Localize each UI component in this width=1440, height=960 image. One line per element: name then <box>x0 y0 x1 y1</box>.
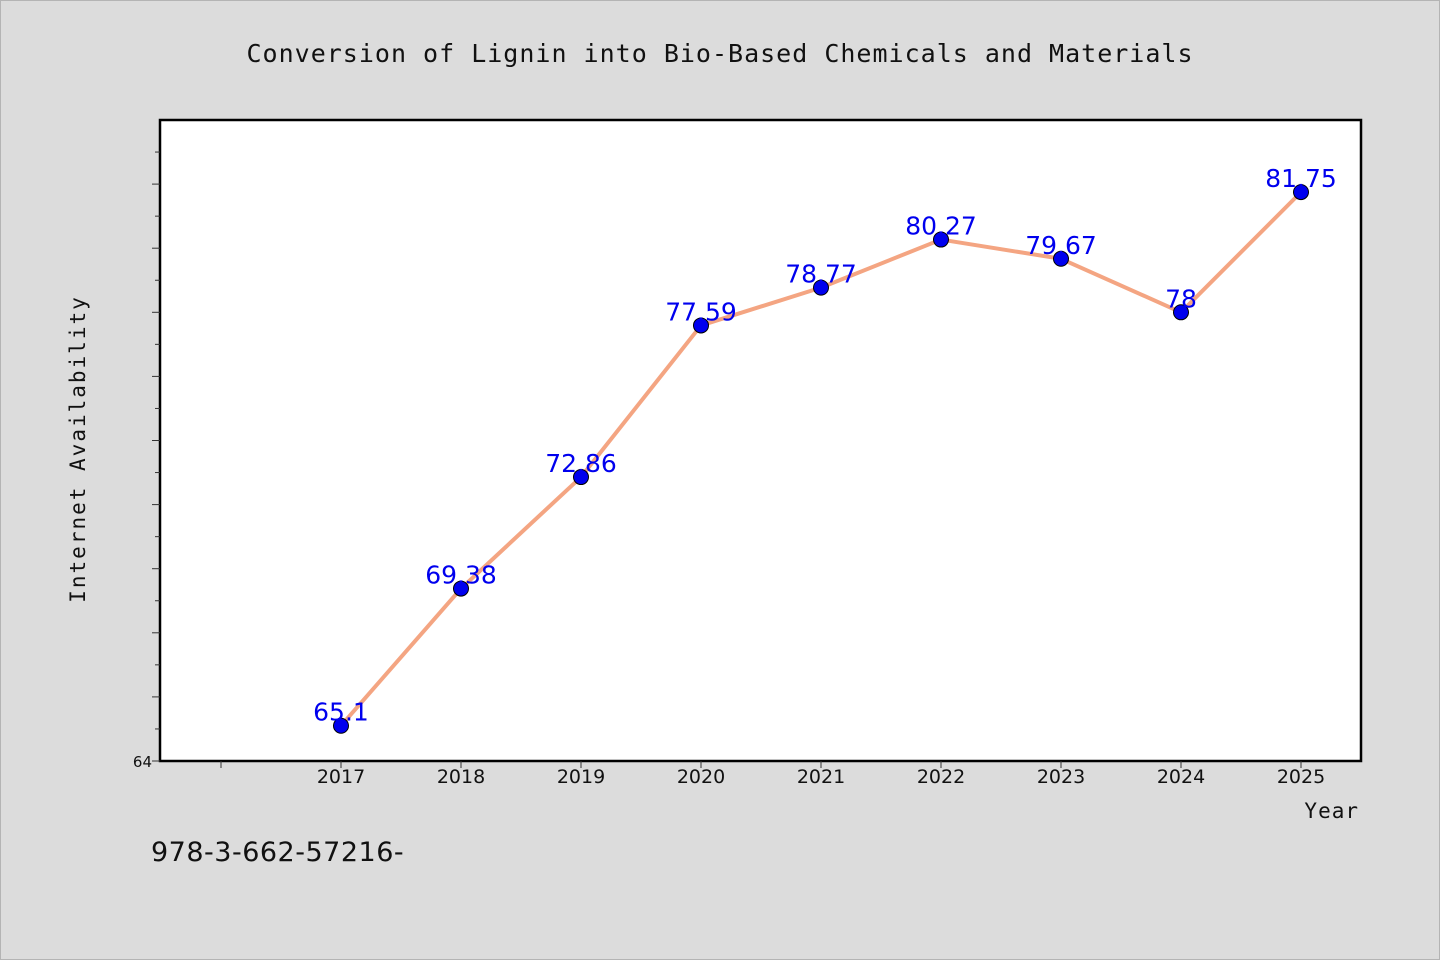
x-tick-label: 2017 <box>317 766 365 788</box>
data-label: 77.59 <box>665 297 737 326</box>
data-point <box>813 279 829 296</box>
plot-area <box>158 118 1363 763</box>
data-label: 81.75 <box>1265 164 1337 193</box>
x-tick-label: 2020 <box>677 766 725 788</box>
x-axis-label: Year <box>1304 799 1359 823</box>
x-tick-label: 2022 <box>917 766 965 788</box>
x-tick-label: 2025 <box>1277 766 1325 788</box>
data-label: 69.38 <box>425 561 497 590</box>
y-tick-label: 64 <box>133 753 152 771</box>
y-axis-label: Internet Availability <box>66 295 90 603</box>
x-tick-label: 2021 <box>797 766 845 788</box>
data-point <box>573 469 589 486</box>
data-point <box>1053 250 1069 267</box>
x-axis-tick-labels: 2017 2018 2019 2020 2021 2022 2023 2024 2025 <box>317 766 1325 788</box>
data-point <box>1173 304 1189 321</box>
x-axis-ticks <box>220 761 1302 768</box>
data-label: 72.86 <box>545 449 617 478</box>
data-label: 78.77 <box>785 260 857 289</box>
data-point <box>1293 184 1309 201</box>
data-point <box>333 717 349 734</box>
x-tick-label: 2023 <box>1037 766 1085 788</box>
isbn-text: 978-3-662-57216- <box>151 837 405 868</box>
data-label: 65.1 <box>313 698 369 727</box>
x-tick-label: 2019 <box>557 766 605 788</box>
series-markers <box>333 184 1309 734</box>
data-point <box>693 317 709 334</box>
chart-title: Conversion of Lignin into Bio-Based Chem… <box>246 39 1193 68</box>
data-point <box>453 580 469 597</box>
data-label: 79.67 <box>1025 231 1097 260</box>
data-label: 78 <box>1165 284 1197 313</box>
x-tick-label: 2024 <box>1157 766 1205 788</box>
x-tick-label: 2018 <box>437 766 485 788</box>
y-axis-ticks <box>152 151 160 762</box>
data-point <box>933 231 949 248</box>
data-labels: 65.1 69.38 72.86 77.59 78.77 80.27 79.67 78 81.7… <box>313 164 1337 727</box>
data-label: 80.27 <box>905 212 977 241</box>
